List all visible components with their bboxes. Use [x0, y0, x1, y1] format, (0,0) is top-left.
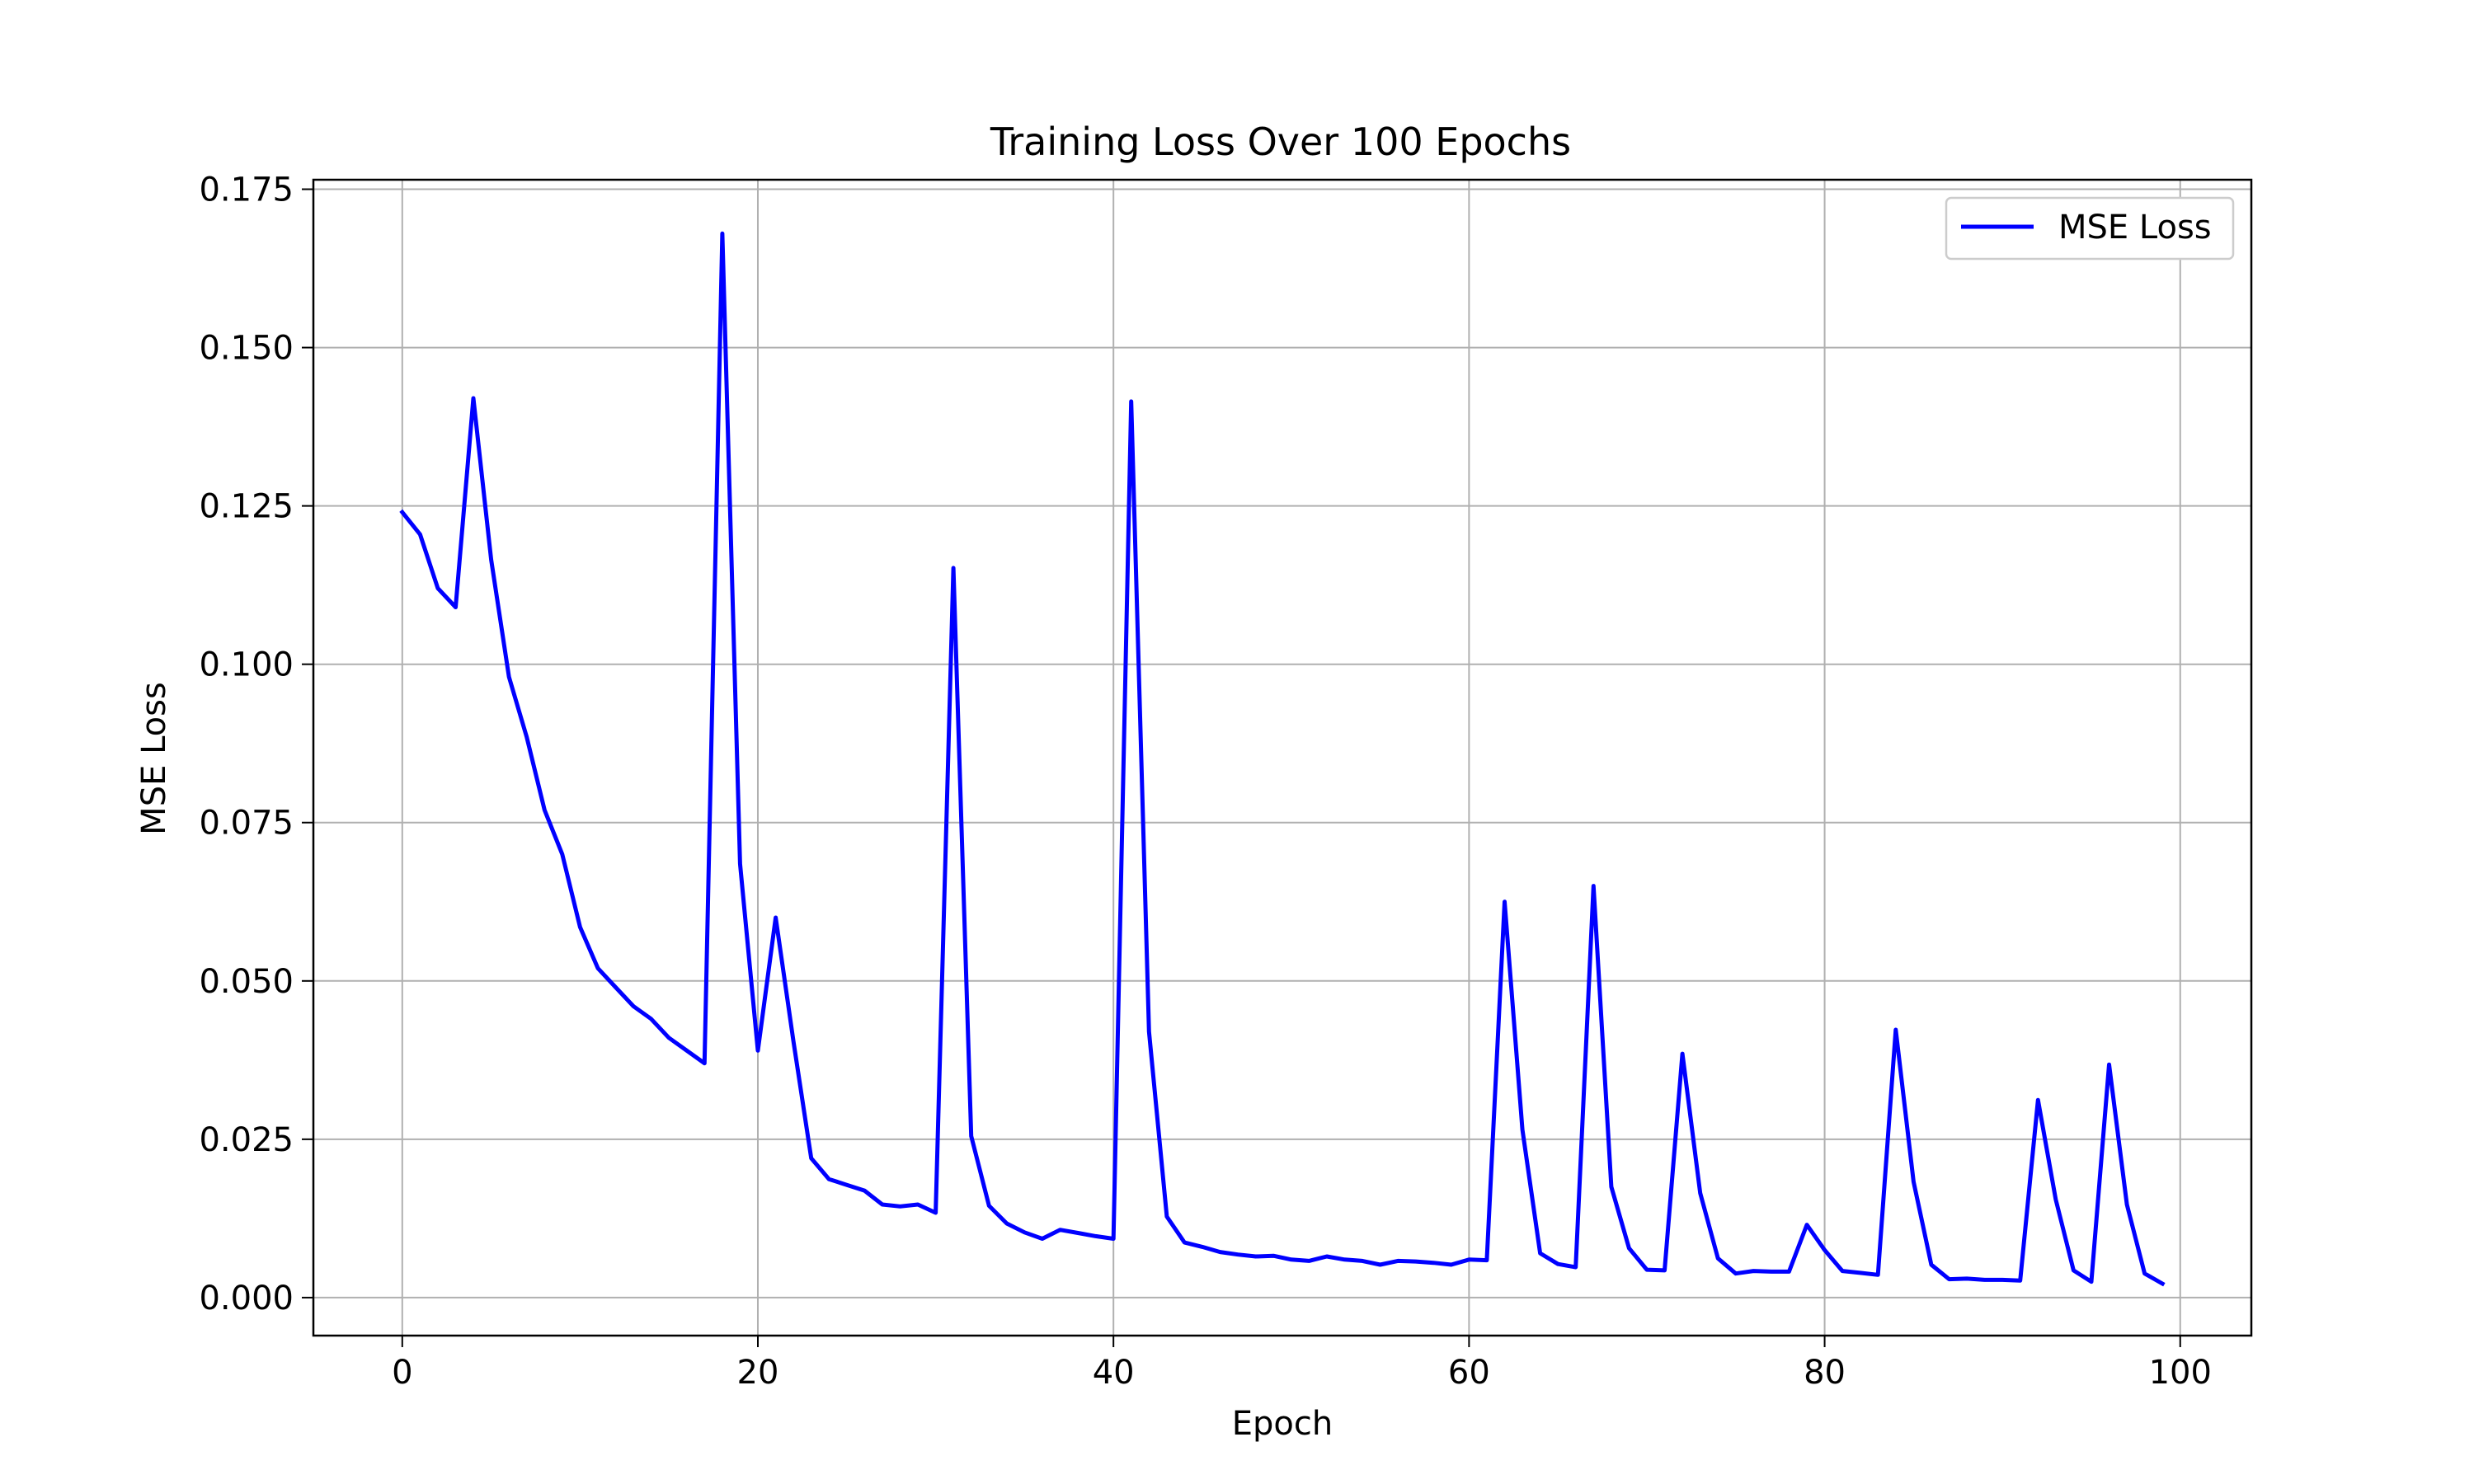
x-tick-label: 60 — [1448, 1354, 1490, 1392]
legend: MSE Loss — [1945, 196, 2235, 261]
y-tick-label: 0.150 — [199, 330, 294, 368]
y-tick-label: 0.175 — [199, 171, 294, 209]
x-axis: 0 20 40 60 80 100 — [392, 1336, 2212, 1392]
x-axis-label: Epoch — [1232, 1405, 1333, 1443]
x-tick-label: 80 — [1804, 1354, 1846, 1392]
chart-title: Training Loss Over 100 Epochs — [990, 120, 1571, 164]
legend-box — [1945, 196, 2235, 261]
y-tick-label: 0.100 — [199, 646, 294, 684]
y-tick-label: 0.050 — [199, 963, 294, 1001]
grid-lines — [313, 180, 2251, 1336]
x-tick-label: 40 — [1093, 1354, 1135, 1392]
plot-area — [399, 231, 2166, 1287]
x-tick-label: 20 — [737, 1354, 779, 1392]
y-tick-label: 0.075 — [199, 805, 294, 843]
y-axis-label: MSE Loss — [135, 682, 173, 835]
y-tick-label: 0.025 — [199, 1121, 294, 1159]
y-axis: 0.000 0.025 0.050 0.075 0.100 0.125 0.150 0.175 — [199, 171, 313, 1317]
y-tick-label: 0.125 — [199, 488, 294, 526]
legend-label: MSE Loss — [2058, 209, 2212, 247]
series-line-mse-loss — [399, 231, 2166, 1287]
axes-frame — [312, 178, 2253, 1337]
x-tick-label: 100 — [2149, 1354, 2212, 1392]
y-tick-label: 0.000 — [199, 1280, 294, 1317]
x-tick-label: 0 — [392, 1354, 412, 1392]
